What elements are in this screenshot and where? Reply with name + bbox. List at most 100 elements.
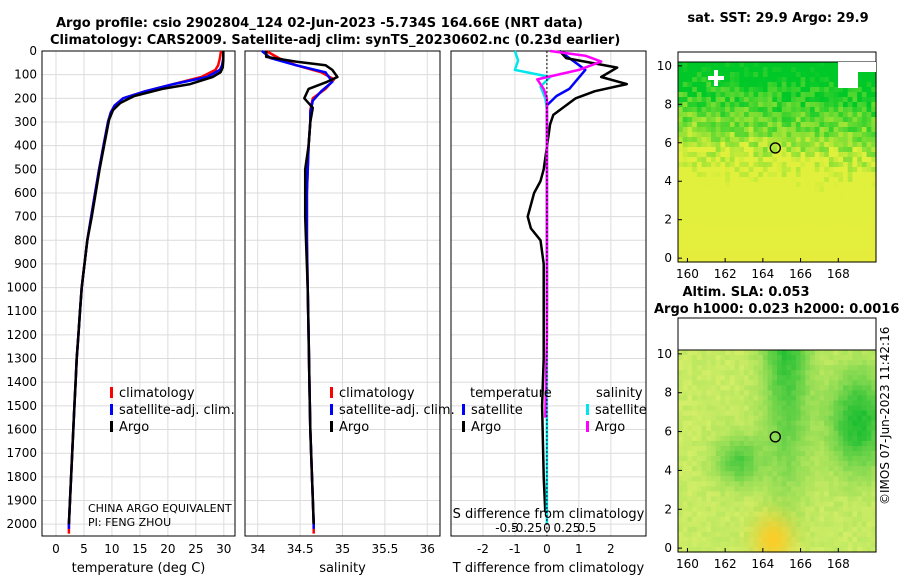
depth-tick-label: 1100	[6, 304, 37, 318]
depth-tick-label: 1600	[6, 423, 37, 437]
temperature-legend-label: Argo	[119, 420, 149, 435]
difference-border	[450, 50, 647, 537]
chart-title-line2: Climatology: CARS2009. Satellite-adj cli…	[50, 33, 621, 48]
temperature-x-tick-label: 15	[132, 542, 147, 556]
difference-legend-swatch	[462, 421, 465, 432]
sst_map-y-tick-label: 8	[664, 97, 672, 111]
temperature-x-tick-label: 25	[188, 542, 203, 556]
sst_map-frame	[677, 61, 877, 263]
chart-title-line1: Argo profile: csio 2902804_124 02-Jun-20…	[56, 16, 583, 31]
temperature-x-tick-label: 20	[160, 542, 175, 556]
difference-x2-tick-label: -0.25	[511, 521, 542, 535]
sst-map-missing-data	[838, 62, 858, 88]
sst_map-y-tick-label: 4	[664, 174, 672, 188]
salinity-x-tick-label: 34.5	[287, 542, 314, 556]
temperature-x-axis-label: temperature (deg C)	[72, 561, 206, 576]
sst_map-x-tick-label: 168	[827, 267, 850, 281]
temperature-x-tick-label: 0	[52, 542, 60, 556]
sst-map-title: sat. SST: 29.9 Argo: 29.9	[687, 11, 868, 26]
salinity-border	[244, 50, 441, 537]
salinity-legend-label: satellite-adj. clim.	[339, 403, 455, 418]
temperature-x-tick-label: 5	[80, 542, 88, 556]
imos-watermark: ©IMOS 07-Jun-2023 11:42:16	[878, 326, 892, 505]
sst_map-x-tick-label: 162	[714, 267, 737, 281]
salinity-x-tick-label: 35	[335, 542, 350, 556]
legend-title-temperature: temperature	[470, 386, 552, 401]
depth-tick-label: 1900	[6, 494, 37, 508]
depth-tick-label: 1000	[6, 281, 37, 295]
depth-tick-label: 1700	[6, 446, 37, 460]
salinity-x-tick-label: 35.5	[372, 542, 399, 556]
sla_map-x-tick-label: 168	[827, 557, 850, 571]
temperature-border	[41, 50, 236, 537]
sst_map-field	[678, 62, 877, 263]
sla_map-argo-position-marker	[769, 431, 782, 443]
depth-tick-label: 100	[14, 68, 37, 82]
difference-x-tick-label: 2	[607, 542, 615, 556]
sla_map-y-tick-label: 0	[664, 541, 672, 555]
sla_map-x-tick-label: 164	[751, 557, 774, 571]
temperature-frame	[41, 50, 236, 537]
salinity-legend-swatch	[330, 404, 333, 415]
difference-series-t-argo	[526, 50, 629, 513]
sst-map-missing-data	[708, 70, 724, 86]
depth-tick-label: 1300	[6, 352, 37, 366]
depth-tick-label: 600	[14, 186, 37, 200]
difference-x2-axis-label: S difference from climatology	[453, 507, 645, 522]
depth-tick-label: 1500	[6, 399, 37, 413]
salinity-legend-swatch	[330, 387, 333, 398]
salinity-legend-label: Argo	[339, 420, 369, 435]
temperature-legend-label: satellite-adj. clim.	[119, 403, 235, 418]
salinity-x-tick-label: 34	[250, 542, 265, 556]
temperature-legend-swatch	[110, 421, 113, 432]
temperature-legend-swatch	[110, 404, 113, 415]
sst_map-x-tick-label: 164	[751, 267, 774, 281]
depth-tick-label: 700	[14, 210, 37, 224]
sst_map-x-tick-label: 166	[789, 267, 812, 281]
salinity-x-axis-label: salinity	[319, 561, 366, 576]
difference-legend-label: satellite	[471, 403, 523, 418]
depth-tick-label: 1800	[6, 470, 37, 484]
temperature-x-tick-label: 10	[104, 542, 119, 556]
depth-tick-label: 200	[14, 91, 37, 105]
temperature-legend-label: climatology	[119, 386, 195, 401]
depth-tick-label: 500	[14, 162, 37, 176]
sla-map-title: Altim. SLA: 0.053	[683, 285, 810, 300]
difference-legend-label: Argo	[595, 420, 625, 435]
sla_map-x-tick-label: 162	[714, 557, 737, 571]
difference-legend-label: Argo	[471, 420, 501, 435]
sla-map-subtitle: Argo h1000: 0.023 h2000: 0.0016	[654, 302, 899, 317]
sla_map-x-tick-label: 160	[676, 557, 699, 571]
sst_map-y-tick-label: 6	[664, 136, 672, 150]
temperature-x-tick-label: 30	[216, 542, 231, 556]
sla_map-y-tick-label: 2	[664, 502, 672, 516]
profile-note: CHINA ARGO EQUIVALENT	[88, 502, 232, 515]
difference-x-tick-label: 1	[575, 542, 583, 556]
temperature-series-argo	[67, 51, 225, 525]
depth-tick-label: 1400	[6, 375, 37, 389]
difference-legend-label: satellite	[595, 403, 647, 418]
difference-frame	[450, 50, 647, 537]
sst_map-argo-position-marker	[769, 142, 782, 154]
sst_map-y-tick-label: 10	[657, 59, 672, 73]
sst-map-missing-data	[858, 62, 876, 72]
difference-x-axis-label: T difference from climatology	[452, 561, 645, 576]
sla_map-frame	[677, 349, 877, 553]
sla_map-y-tick-label: 8	[664, 386, 672, 400]
difference-x2-tick-label: -0.5	[495, 521, 518, 535]
difference-x2-tick-label: 0.25	[554, 521, 581, 535]
sst_map-y-tick-label: 2	[664, 213, 672, 227]
sst_map-y-tick-label: 0	[664, 251, 672, 265]
salinity-legend-swatch	[330, 421, 333, 432]
profile-note: PI: FENG ZHOU	[88, 516, 171, 529]
depth-tick-label: 800	[14, 233, 37, 247]
depth-tick-label: 2000	[6, 517, 37, 531]
difference-x2-tick-label: 0	[543, 521, 551, 535]
difference-legend-swatch	[462, 404, 465, 415]
salinity-x-tick-label: 36	[420, 542, 435, 556]
depth-tick-label: 1200	[6, 328, 37, 342]
difference-x2-tick-label: 0.5	[577, 521, 596, 535]
difference-legend-swatch	[586, 421, 589, 432]
depth-tick-label: 0	[29, 44, 37, 58]
